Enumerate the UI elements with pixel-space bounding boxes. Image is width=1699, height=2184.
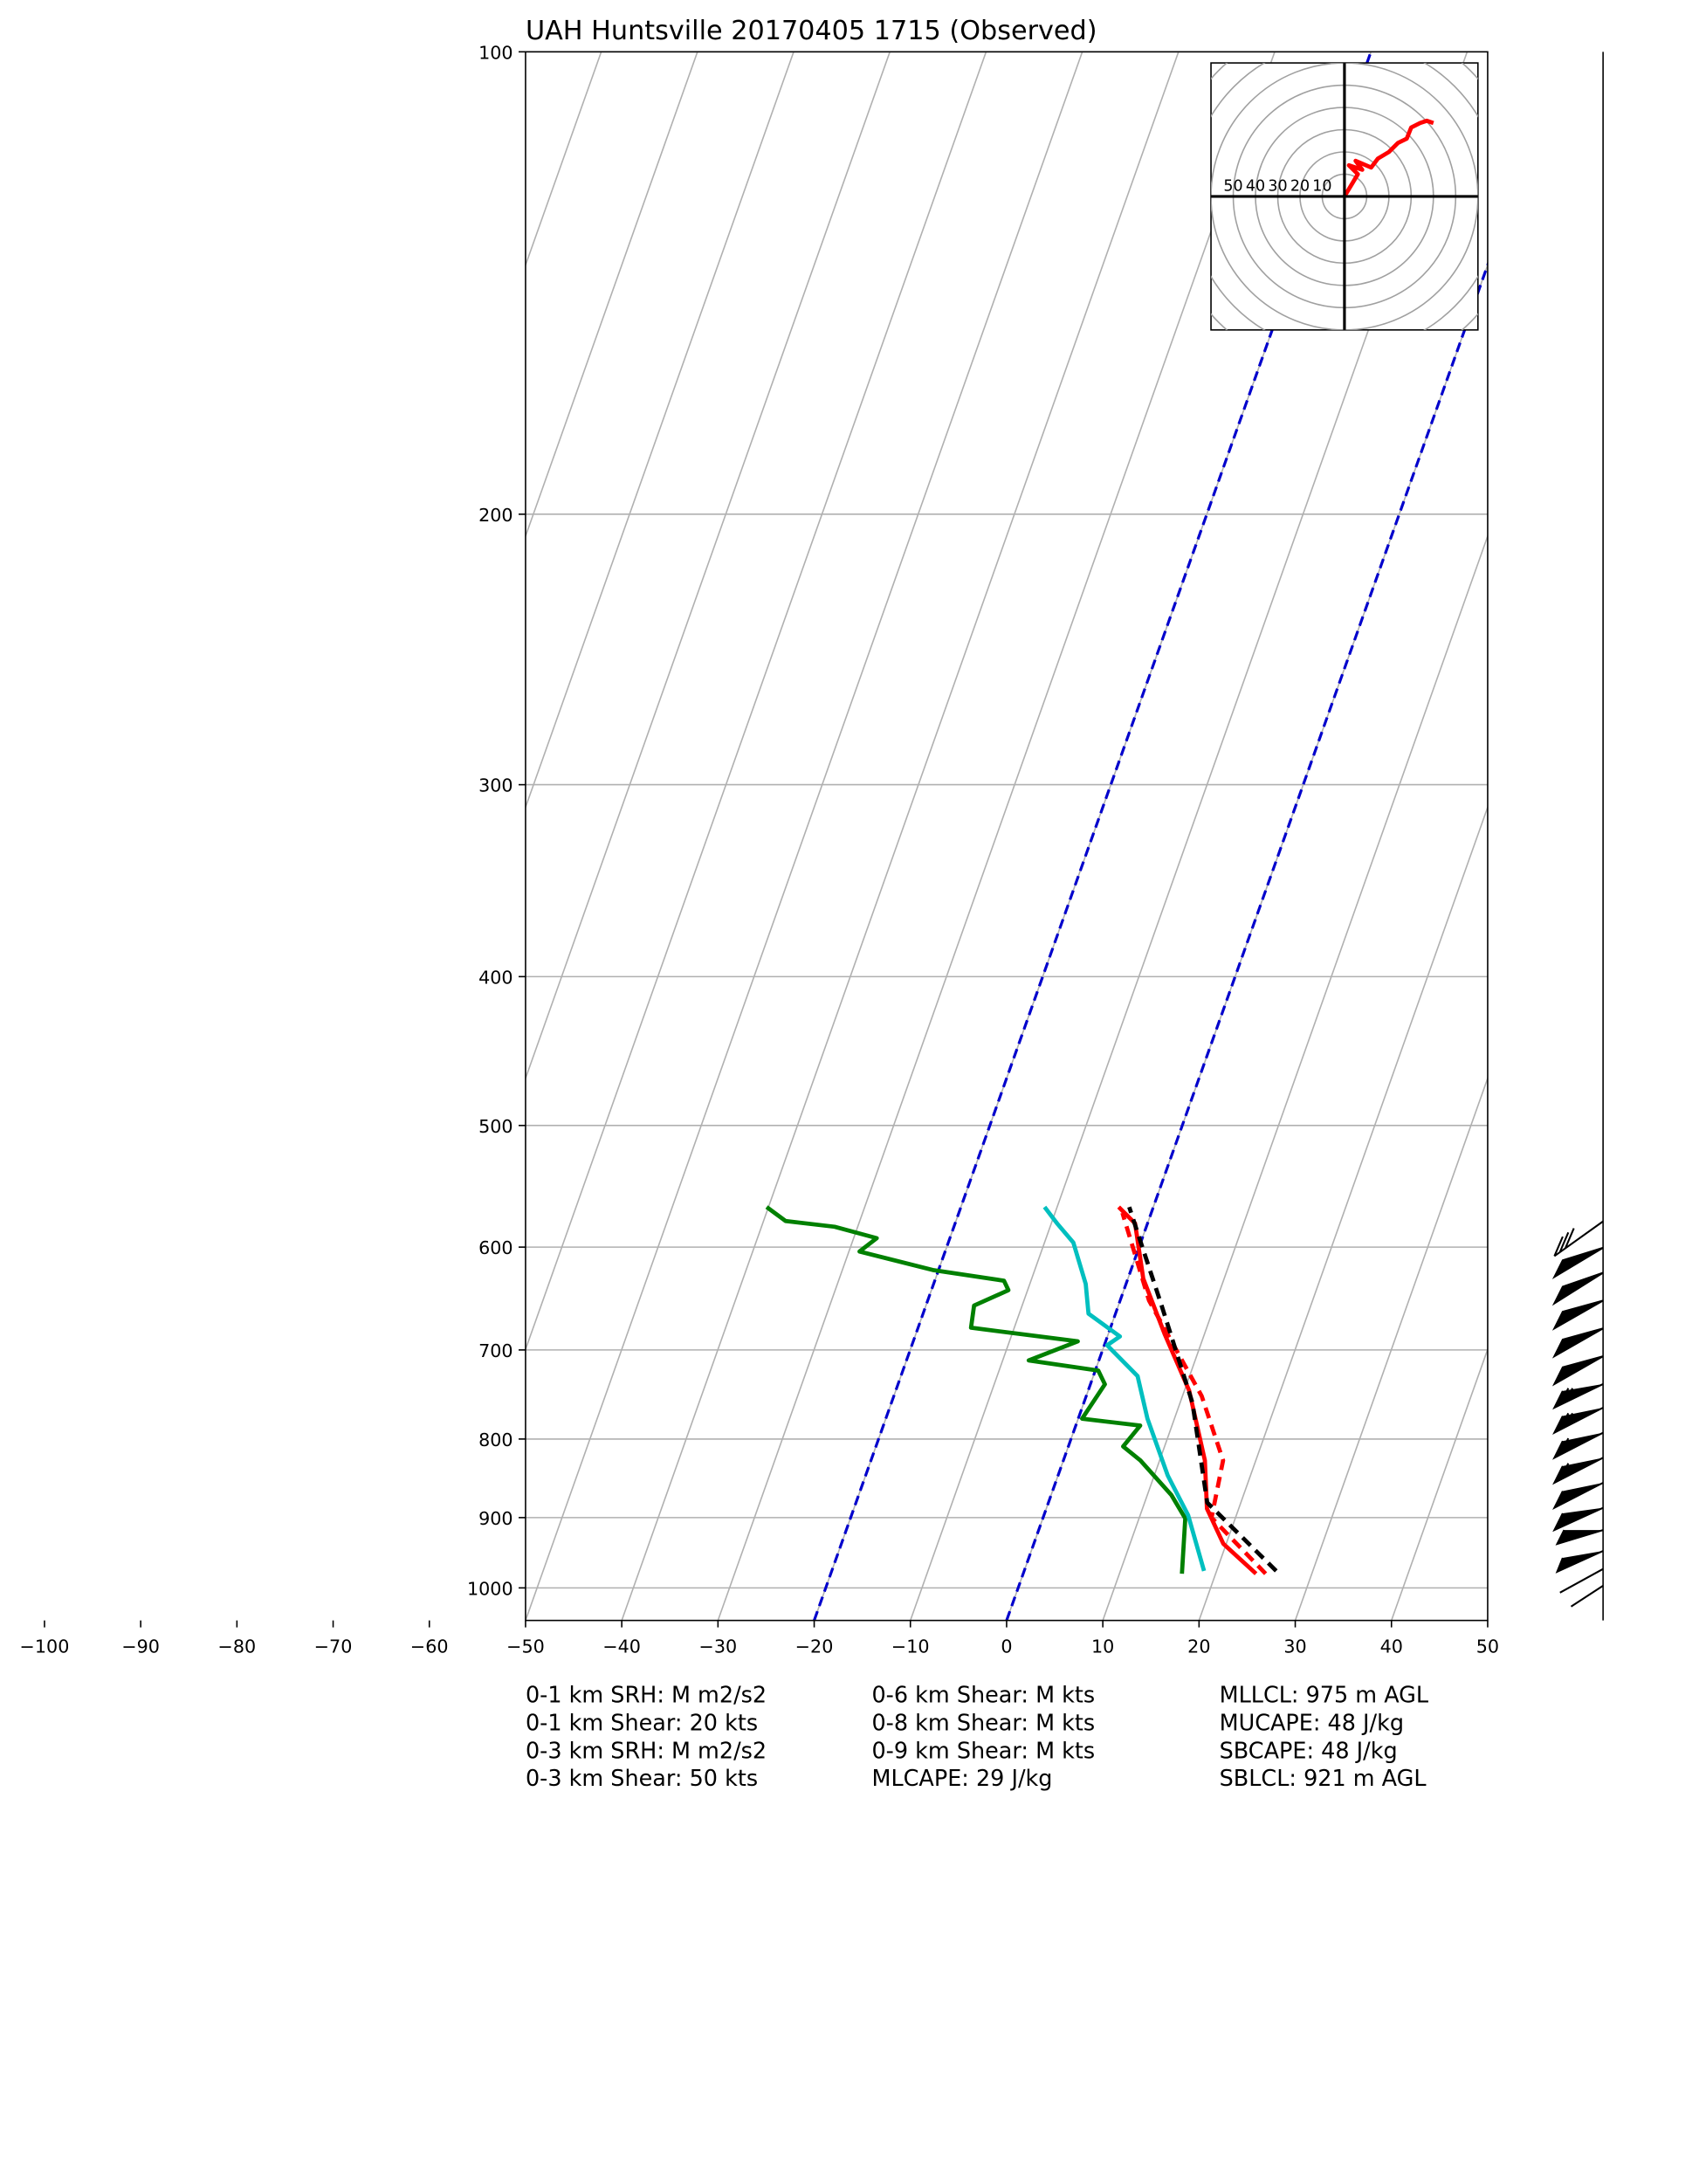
x-tick-label: 40 [1380, 1636, 1403, 1657]
isotherm [525, 52, 794, 810]
stat-text: SBLCL: 921 m AGL [1220, 1766, 1427, 1792]
x-tick-label: −60 [410, 1636, 449, 1657]
profile-line [1042, 1205, 1207, 1572]
stat-text: 0-3 km Shear: 50 kts [526, 1766, 758, 1792]
x-tick-label: −50 [506, 1636, 545, 1657]
y-tick-label: 900 [478, 1508, 513, 1529]
stat-text: 0-1 km SRH: M m2/s2 [526, 1683, 767, 1709]
isotherm [525, 52, 602, 267]
stat-text: 0-6 km Shear: M kts [871, 1683, 1095, 1709]
profile-line [1127, 1206, 1278, 1573]
stat-text: MLLCL: 975 m AGL [1220, 1683, 1429, 1709]
chart-title: UAH Huntsville 20170405 1715 (Observed) [526, 16, 1097, 46]
x-tick-label: −100 [20, 1636, 70, 1657]
x-tick-label: −70 [314, 1636, 353, 1657]
isotherm [1487, 1618, 1488, 1621]
x-tick-label: 0 [1001, 1636, 1012, 1657]
y-tick-label: 200 [478, 505, 513, 526]
stat-text: MLCAPE: 29 J/kg [871, 1766, 1052, 1792]
isotherm [525, 52, 987, 1352]
profile-line [1120, 1212, 1268, 1575]
x-tick-label: 30 [1283, 1636, 1306, 1657]
stat-text: 0-3 km SRH: M m2/s2 [526, 1738, 767, 1764]
isotherm [621, 52, 1180, 1621]
hodograph-ring-label: 50 [1223, 178, 1242, 196]
hodograph-ring-label: 30 [1268, 178, 1287, 196]
isotherm [525, 52, 698, 539]
isotherm [1294, 1076, 1488, 1621]
y-tick-label: 300 [478, 775, 513, 796]
stat-text: MUCAPE: 48 J/kg [1220, 1710, 1404, 1736]
y-tick-label: 800 [478, 1430, 513, 1450]
x-tick-label: −80 [218, 1636, 257, 1657]
isotherm [717, 52, 1276, 1621]
x-tick-label: 10 [1091, 1636, 1114, 1657]
stat-text: 0-9 km Shear: M kts [871, 1738, 1095, 1764]
isotherm [1390, 1347, 1488, 1621]
x-tick-label: −10 [891, 1636, 930, 1657]
y-tick-label: 600 [478, 1237, 513, 1258]
hodograph-ring-label: 20 [1290, 178, 1310, 196]
y-tick-label: 100 [478, 42, 513, 63]
y-tick-label: 400 [478, 967, 513, 988]
isotherm [1102, 534, 1488, 1621]
highlight-isotherm [1005, 260, 1488, 1621]
hodograph: 50 40 30 20 10 [1210, 62, 1479, 331]
isotherm [525, 52, 1083, 1621]
x-tick-label: −90 [121, 1636, 160, 1657]
x-tick-label: −30 [699, 1636, 738, 1657]
y-tick-label: 1000 [467, 1578, 513, 1599]
x-tick-label: −40 [602, 1636, 641, 1657]
stats: 0-1 km SRH: M m2/s20-1 km Shear: 20 kts0… [526, 1683, 1429, 1793]
stat-text: SBCAPE: 48 J/kg [1220, 1738, 1398, 1764]
isotherm [525, 52, 891, 1081]
y-tick-label: 700 [478, 1340, 513, 1361]
stat-text: 0-8 km Shear: M kts [871, 1710, 1095, 1736]
profile-line [1117, 1205, 1258, 1575]
hodograph-ring-label: 40 [1246, 178, 1265, 196]
x-tick-label: 50 [1476, 1636, 1499, 1657]
highlight-isotherm [813, 52, 1372, 1621]
isotherm [1198, 804, 1488, 1621]
x-tick-label: −20 [795, 1636, 834, 1657]
y-tick-label: 500 [478, 1116, 513, 1137]
profile-line [765, 1205, 1187, 1574]
stat-text: 0-1 km Shear: 20 kts [526, 1710, 758, 1736]
profiles [765, 52, 1488, 1621]
x-tick-label: 20 [1187, 1636, 1210, 1657]
hodograph-ring-label: 10 [1312, 178, 1331, 196]
hodograph-trace [1342, 118, 1434, 198]
wind-barbs [1551, 52, 1604, 1621]
